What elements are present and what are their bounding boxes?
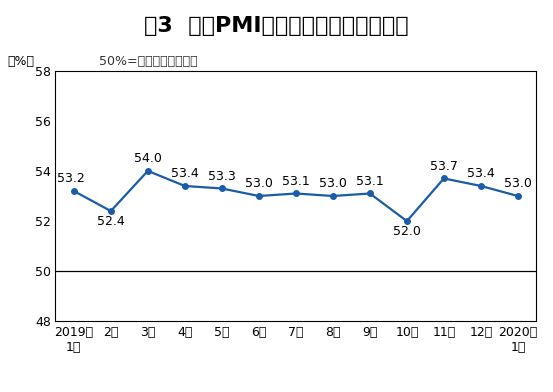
Text: 53.2: 53.2 [57,172,85,185]
Text: 53.3: 53.3 [208,170,236,183]
Text: 53.0: 53.0 [504,178,532,191]
Text: 50%=与上月比较无变化: 50%=与上月比较无变化 [98,55,197,68]
Text: 53.7: 53.7 [430,160,458,173]
Text: 53.0: 53.0 [319,178,347,191]
Text: 53.4: 53.4 [171,167,199,180]
Text: 53.4: 53.4 [467,167,495,180]
Text: 54.0: 54.0 [134,152,162,165]
Text: 52.4: 52.4 [97,215,124,228]
Text: 53.1: 53.1 [356,175,384,188]
Text: 52.0: 52.0 [393,225,421,238]
Text: （%）: （%） [7,55,34,68]
Text: 53.0: 53.0 [245,178,273,191]
Text: 53.1: 53.1 [282,175,310,188]
Text: 图3  综合PMI产出指数（经季节调整）: 图3 综合PMI产出指数（经季节调整） [144,16,409,36]
